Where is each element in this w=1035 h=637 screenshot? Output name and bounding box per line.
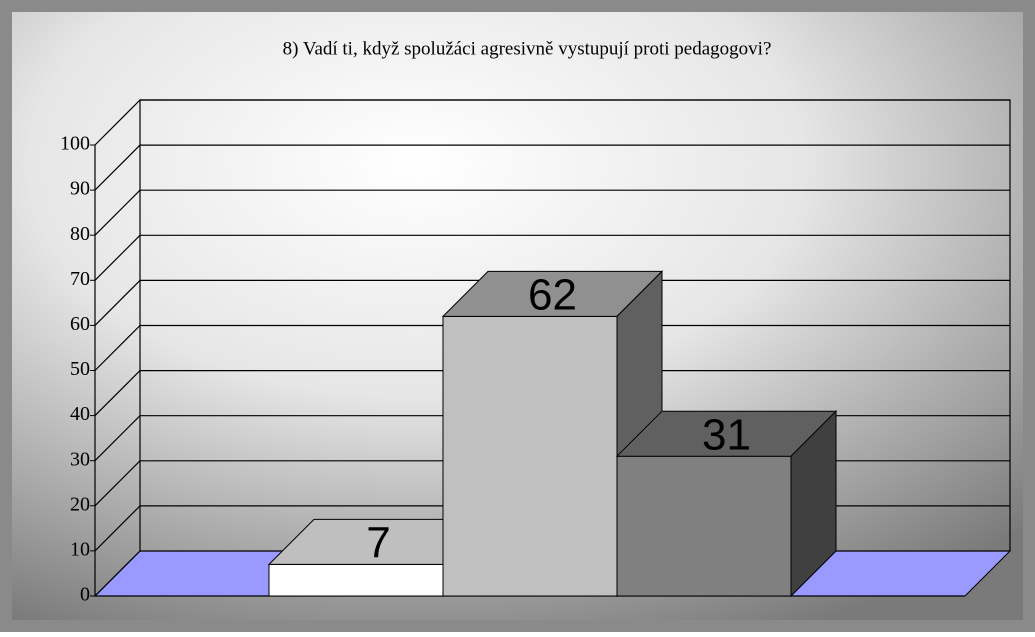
value-label: 62: [528, 271, 577, 320]
bar-side: [790, 409, 837, 598]
side-grid-line: [94, 234, 141, 281]
chart-title: 8) Vadí ti, když spolužáci agresivně vys…: [283, 38, 772, 59]
side-grid-line: [94, 144, 141, 191]
y-tick-label: 80: [70, 223, 90, 245]
side-grid-line: [94, 550, 141, 597]
side-grid-line: [94, 505, 141, 552]
y-tick-label: 30: [70, 448, 90, 470]
y-tick-label: 70: [70, 268, 90, 290]
y-tick-label: 40: [70, 403, 90, 425]
side-grid-line: [94, 325, 141, 371]
y-tick-label: 60: [70, 313, 90, 335]
value-label: 7: [366, 519, 390, 568]
y-tick-label: 10: [70, 538, 90, 560]
bar-front: [268, 563, 444, 597]
side-grid-line: [94, 189, 141, 236]
y-tick-label: 0: [80, 584, 90, 606]
y-tick-label: 100: [60, 133, 90, 155]
side-grid-line: [94, 415, 141, 462]
side-grid-line: [94, 279, 141, 326]
value-label: 31: [702, 410, 751, 459]
side-grid-line: [94, 99, 141, 146]
y-tick-label: 20: [70, 493, 90, 515]
bar-front: [616, 455, 792, 597]
y-tick-label: 50: [70, 358, 90, 380]
bar-front: [442, 315, 618, 597]
y-tick-label: 90: [70, 178, 90, 200]
side-grid-line: [94, 460, 141, 507]
side-grid-line: [94, 370, 141, 417]
